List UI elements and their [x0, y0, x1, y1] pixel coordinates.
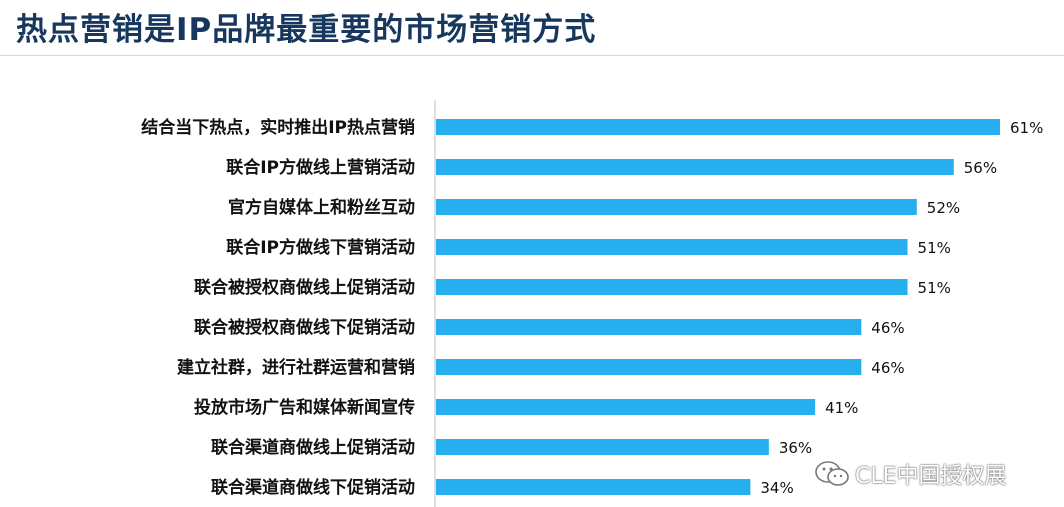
- bar: [436, 319, 862, 335]
- category-label: 建立社群，进行社群运营和营销: [177, 357, 415, 378]
- category-label: 结合当下热点，实时推出IP热点营销: [141, 117, 415, 138]
- value-label: 41%: [825, 399, 858, 417]
- bar: [436, 439, 769, 455]
- category-label: 投放市场广告和媒体新闻宣传: [194, 397, 415, 418]
- category-label: 联合IP方做线下营销活动: [226, 237, 415, 258]
- value-label: 34%: [760, 479, 793, 497]
- bar: [436, 359, 862, 375]
- category-label: 联合渠道商做线上促销活动: [211, 437, 415, 458]
- watermark-text: CLE中国授权展: [855, 464, 1007, 489]
- category-label: 联合被授权商做线上促销活动: [194, 277, 415, 298]
- value-label: 51%: [918, 279, 951, 297]
- category-label: 联合被授权商做线下促销活动: [194, 317, 415, 338]
- category-label: 联合渠道商做线下促销活动: [211, 477, 415, 498]
- category-label: 官方自媒体上和粉丝互动: [228, 197, 415, 218]
- value-label: 46%: [871, 319, 904, 337]
- value-label: 52%: [927, 199, 960, 217]
- bar: [436, 399, 816, 415]
- value-label: 61%: [1010, 119, 1043, 137]
- wechat-icon: [815, 461, 849, 486]
- category-label: 联合IP方做线上营销活动: [226, 157, 415, 178]
- bar: [436, 199, 917, 215]
- bar: [436, 279, 908, 295]
- watermark: CLE中国授权展: [815, 458, 1007, 490]
- value-label: 46%: [871, 359, 904, 377]
- value-label: 51%: [918, 239, 951, 257]
- bar: [436, 159, 954, 175]
- page-title: 热点营销是IP品牌最重要的市场营销方式: [16, 12, 597, 48]
- value-label: 56%: [964, 159, 997, 177]
- bar: [436, 479, 751, 495]
- bar: [436, 239, 908, 255]
- title-divider: [0, 55, 1064, 56]
- value-label: 36%: [779, 439, 812, 457]
- bar: [436, 119, 1000, 135]
